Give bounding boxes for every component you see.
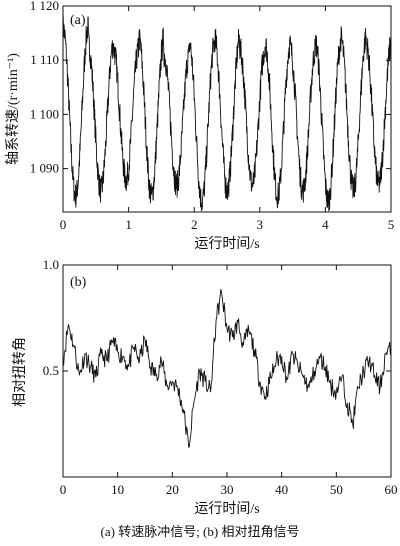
- panel-a-series-line: [62, 16, 392, 212]
- panel-b-x-tick-label: 50: [330, 482, 343, 497]
- panel-a-x-tick-label: 2: [191, 217, 198, 232]
- panel-b-x-tick-label: 0: [60, 482, 67, 497]
- panel-b-y-tick-label: 0.5: [43, 363, 59, 378]
- panel-a-y-tick-label: 1 090: [30, 161, 59, 176]
- panel-a-x-tick-label: 1: [125, 217, 132, 232]
- panel-a-x-tick-label: 4: [322, 217, 329, 232]
- panel-b-series-line: [62, 289, 392, 449]
- panel-b-label: (b): [70, 275, 87, 290]
- panel-b-frame: [62, 264, 392, 478]
- panel-a-x-axis-title: 运行时间/s: [194, 236, 259, 252]
- panel-b-y-axis-title: 相对扭转角: [12, 337, 28, 407]
- panel-b-x-axis-title: 运行时间/s: [194, 501, 259, 517]
- panel-a-label: (a): [70, 13, 86, 28]
- panel-b-x-tick-label: 10: [111, 482, 124, 497]
- panel-b-ticks: 0 10 20 30 40 50 60 0.5 1.0: [43, 257, 398, 497]
- panel-a-y-tick-label: 1 120: [30, 0, 59, 13]
- panel-a-y-tick-label: 1 100: [30, 106, 59, 121]
- panel-a-y-axis-title: 轴系转速/(r·min⁻¹): [5, 53, 21, 165]
- panel-b-x-tick-label: 30: [221, 482, 234, 497]
- panel-a-x-tick-label: 0: [60, 217, 67, 232]
- panel-b-x-tick-label: 40: [275, 482, 288, 497]
- panel-a-x-tick-label: 5: [388, 217, 395, 232]
- panel-a-y-tick-label: 1 110: [30, 52, 59, 67]
- panel-b-y-tick-label: 1.0: [43, 257, 59, 272]
- panel-a-frame: [62, 5, 392, 213]
- figure-caption: (a) 转速脉冲信号; (b) 相对扭角信号: [101, 524, 300, 539]
- panel-b: (b) 0 10 20 30 40 50 60 0.5 1.0 运行时间/s 相对扭转角: [12, 257, 398, 517]
- panel-a-ticks: 0 1 2 3 4 5 1 090 1 100 1 110 1 120: [30, 0, 395, 232]
- panel-b-x-tick-label: 60: [385, 482, 398, 497]
- panel-b-x-tick-label: 20: [166, 482, 179, 497]
- panel-a: (a) 0 1 2 3 4 5 1 090 1 100 1 110 1 120 运行时间/s 轴系…: [5, 0, 394, 252]
- panel-a-x-tick-label: 3: [257, 217, 264, 232]
